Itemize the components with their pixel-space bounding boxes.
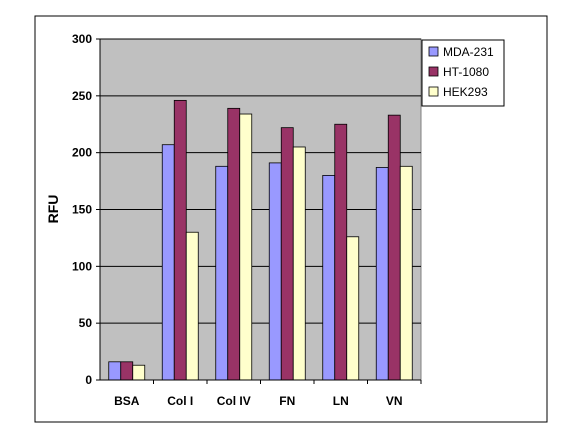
gridlines	[100, 38, 421, 324]
x-tick-label: LN	[333, 394, 349, 408]
bar-hek293	[185, 231, 199, 381]
bar-ht-1080	[227, 107, 241, 381]
legend-label: HEK293	[443, 85, 488, 99]
bar-ht-1080	[173, 99, 187, 381]
x-tick-label: VN	[386, 394, 403, 408]
legend-label: MDA-231	[443, 45, 494, 59]
y-tick-label: 250	[72, 89, 92, 103]
axes: 0 50 100 150 200 250 300 BSA Col I Col IV FN LN VN	[72, 32, 422, 408]
y-tick-label: 50	[79, 316, 93, 330]
bar-ht-1080	[280, 127, 294, 381]
bar-ht-1080	[387, 114, 401, 381]
y-tick-label: 200	[72, 146, 92, 160]
bar-hek293	[132, 364, 146, 381]
bar-ht-1080	[120, 361, 134, 381]
y-tick-label: 150	[72, 203, 92, 217]
bars	[108, 99, 413, 381]
bar-hek293	[239, 113, 253, 381]
bar-hek293	[346, 236, 360, 381]
legend: MDA-231 HT-1080 HEK293	[421, 39, 505, 107]
legend-swatch	[428, 66, 439, 77]
x-tick-label: BSA	[114, 394, 140, 408]
legend-label: HT-1080	[443, 65, 489, 79]
bar-mda-231	[268, 162, 282, 381]
bar-mda-231	[161, 144, 175, 381]
bar-hek293	[399, 165, 413, 381]
bar-mda-231	[322, 174, 336, 381]
bar-mda-231	[215, 165, 229, 381]
x-tick-label: Col I	[167, 394, 193, 408]
y-tick-label: 300	[72, 32, 92, 46]
y-axis-title: RFU	[45, 195, 61, 224]
bar-hek293	[292, 146, 306, 381]
legend-swatch	[428, 86, 439, 97]
legend-swatch	[428, 46, 439, 57]
bar-mda-231	[375, 167, 389, 381]
x-tick-label: FN	[279, 394, 295, 408]
y-tick-label: 0	[85, 373, 92, 387]
bar-ht-1080	[334, 123, 348, 381]
x-tick-label: Col IV	[217, 394, 251, 408]
bar-mda-231	[108, 361, 122, 381]
y-tick-label: 100	[72, 259, 92, 273]
